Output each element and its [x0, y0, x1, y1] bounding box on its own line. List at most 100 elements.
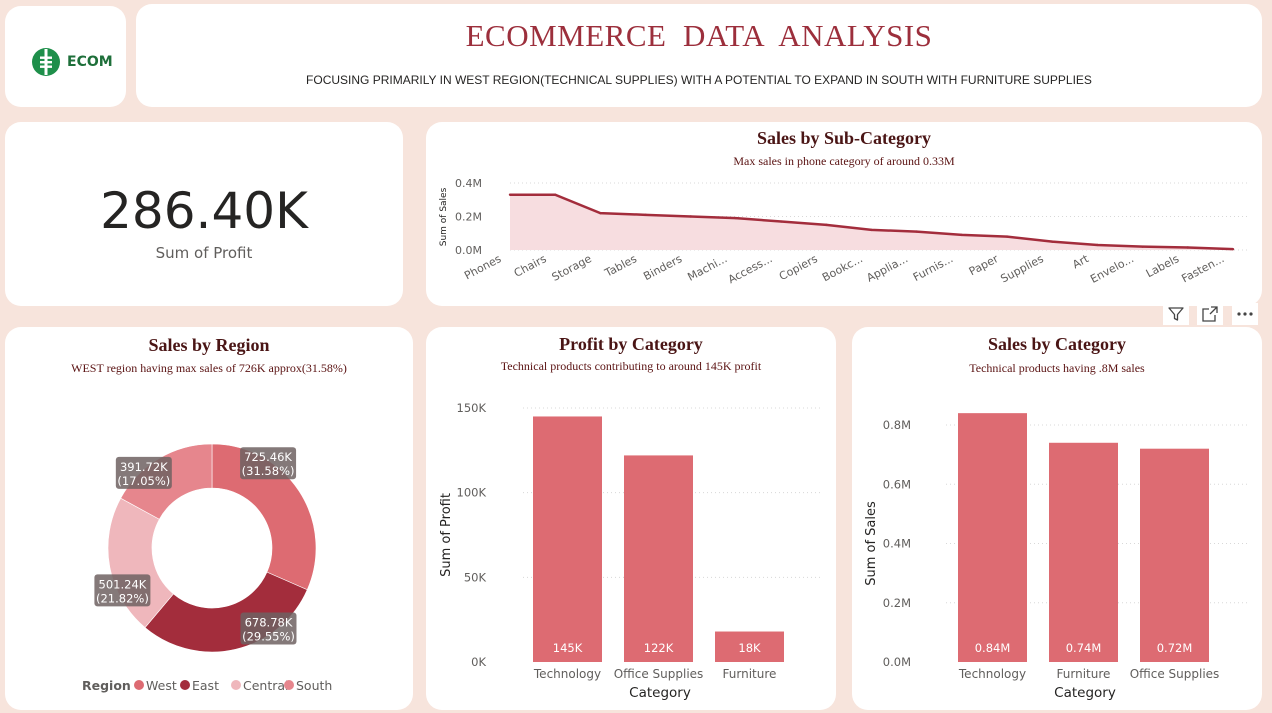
x-axis-title: Category: [629, 685, 691, 701]
data-point: [689, 215, 692, 218]
x-tick-label: Supplies: [998, 252, 1045, 285]
data-point: [870, 228, 873, 232]
data-label-percent: (31.58%): [242, 464, 295, 478]
x-axis-title: Category: [1054, 685, 1116, 701]
data-label-box: [240, 612, 297, 645]
data-label-percent: (21.82%): [96, 591, 149, 605]
sales-bar-chart: 0.0M 0.2M 0.4M 0.6M 0.8M Sum of Sales 0.84M Tec…: [864, 413, 1249, 701]
data-point: [960, 233, 964, 237]
y-tick-label: 0.8M: [883, 418, 911, 432]
page-subtitle: FOCUSING PRIMARILY IN WEST REGION(TECHNI…: [306, 73, 1092, 87]
data-point: [553, 193, 557, 196]
bar: [533, 416, 602, 662]
subcategory-chart-title: Sales by Sub-Category: [756, 128, 931, 148]
filter-icon: [1168, 307, 1184, 321]
subcategory-chart-subtitle: Max sales in phone category of around 0.…: [733, 154, 955, 168]
focus-mode-icon: [1202, 306, 1218, 322]
data-point: [644, 213, 647, 217]
legend-item: South: [296, 678, 332, 693]
x-tick-label: Labels: [1144, 252, 1182, 280]
logo-text: ECOM: [67, 54, 113, 70]
x-tick-label: Furniture: [723, 667, 777, 681]
data-point: [1005, 235, 1009, 238]
data-point: [1141, 245, 1144, 248]
data-point: [1051, 240, 1054, 243]
x-tick-label: Furniture: [1057, 667, 1111, 681]
y-tick-label: 0.4M: [883, 537, 911, 551]
data-label: 145K: [553, 641, 583, 655]
region-chart-title: Sales by Region: [148, 335, 270, 355]
y-tick-label: 0.2M: [455, 211, 482, 224]
bar: [715, 631, 784, 662]
bar: [1049, 442, 1118, 662]
data-point: [599, 211, 602, 215]
sales-by-subcategory-card[interactable]: Sales by Sub-Category Max sales in phone…: [426, 122, 1262, 306]
y-tick-label: 0.4M: [455, 177, 482, 190]
profit-chart-title: Profit by Category: [559, 334, 703, 354]
legend-marker: [231, 680, 241, 690]
page-title: ECOMMERCE DATA ANALYSIS: [465, 18, 933, 53]
legend-item: Central: [243, 678, 289, 693]
x-tick-label: Technology: [533, 667, 601, 681]
legend-item: East: [192, 678, 219, 693]
legend-marker: [134, 680, 144, 690]
x-tick-label: Storage: [550, 252, 594, 284]
data-label: 18K: [738, 641, 761, 655]
logo-card: ECOM: [5, 6, 126, 107]
data-label-box: [94, 574, 151, 607]
y-axis-title: Sum of Sales: [864, 501, 879, 586]
y-tick-label: 0.0M: [883, 655, 911, 669]
x-tick-label: Chairs: [512, 252, 549, 280]
data-label-percent: (29.55%): [242, 630, 295, 644]
filter-button[interactable]: [1163, 303, 1189, 325]
y-tick-label: 0.6M: [883, 477, 911, 491]
data-label-percent: (17.05%): [117, 474, 170, 488]
data-point: [779, 220, 783, 223]
y-tick-label: 100K: [457, 486, 487, 500]
legend-marker: [180, 680, 190, 690]
legend-title: Region: [82, 678, 131, 693]
area-fill: [510, 194, 1233, 250]
y-tick-label: 0.2M: [883, 596, 911, 610]
region-donut-chart: 725.46K(31.58%) 678.78K(29.55%) 501.24K(21…: [82, 443, 332, 693]
x-tick-label: Fasten...: [1179, 252, 1226, 285]
x-tick-label: Copiers: [777, 252, 820, 283]
data-label: 0.74M: [1066, 641, 1102, 655]
more-options-icon: [1237, 312, 1253, 316]
data-point: [1231, 247, 1235, 251]
sales-by-category-card[interactable]: Sales by Category Technical products hav…: [852, 327, 1262, 710]
data-point: [734, 216, 738, 220]
bar: [958, 413, 1027, 662]
x-tick-label: Paper: [967, 252, 1001, 278]
sales-by-region-card[interactable]: Sales by Region WEST region having max s…: [5, 327, 413, 710]
y-tick-label: 50K: [464, 570, 487, 584]
y-axis-title: Sum of Profit: [439, 493, 454, 577]
kpi-value: 286.40K: [100, 182, 308, 240]
y-tick-label: 150K: [457, 401, 487, 415]
x-tick-label: Machi...: [685, 252, 729, 284]
profit-by-category-card[interactable]: Profit by Category Technical products co…: [426, 327, 836, 710]
legend-item: West: [146, 678, 177, 693]
profit-bar-chart: 0K 50K 100K 150K Sum of Profit 145K Technology…: [439, 401, 823, 701]
x-tick-label: Furnis...: [911, 252, 955, 284]
data-label: 0.72M: [1157, 641, 1193, 655]
data-label: 0.84M: [975, 641, 1011, 655]
region-chart-subtitle: WEST region having max sales of 726K app…: [71, 361, 347, 375]
header-card: ECOMMERCE DATA ANALYSIS FOCUSING PRIMARI…: [136, 4, 1262, 107]
sales-category-chart-subtitle: Technical products having .8M sales: [969, 361, 1145, 375]
data-point: [1186, 246, 1190, 249]
y-tick-label: 0.0M: [455, 244, 482, 257]
x-tick-label: Binders: [641, 252, 684, 283]
more-options-button[interactable]: [1232, 303, 1258, 325]
data-point: [825, 223, 828, 227]
profit-kpi-card[interactable]: 286.40K Sum of Profit: [5, 122, 403, 306]
x-tick-label: Tables: [602, 252, 639, 280]
data-point: [915, 230, 918, 233]
profit-chart-subtitle: Technical products contributing to aroun…: [500, 359, 762, 373]
x-tick-label: Bookc...: [820, 252, 865, 284]
x-tick-label: Office Supplies: [1130, 667, 1220, 681]
focus-mode-button[interactable]: [1197, 303, 1223, 325]
x-tick-label: Technology: [958, 667, 1026, 681]
data-label-box: [240, 447, 297, 480]
data-label: 122K: [644, 641, 674, 655]
